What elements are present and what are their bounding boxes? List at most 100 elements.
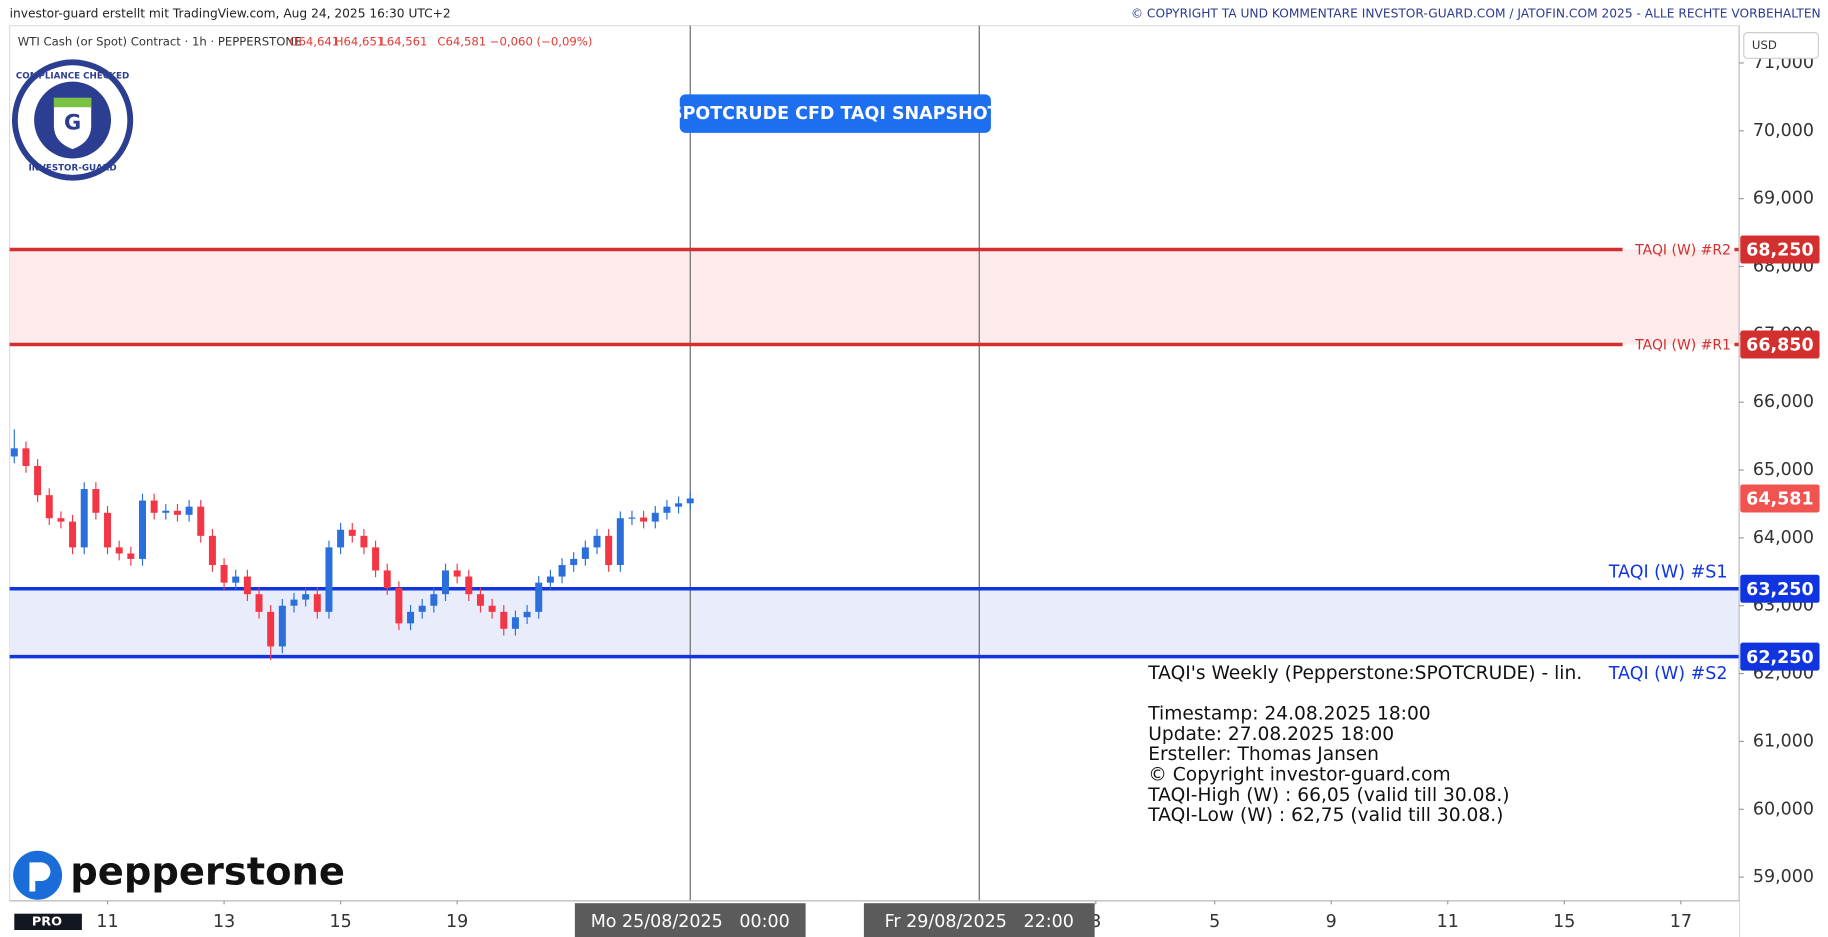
level-price: 68,250 <box>1746 241 1813 261</box>
currency-box <box>1743 32 1819 59</box>
candle-body <box>418 605 426 612</box>
legend-open: O64,641 <box>289 34 339 48</box>
candle-body <box>383 570 391 589</box>
candle-body <box>150 500 158 513</box>
y-tick-label: 69,000 <box>1753 189 1814 209</box>
annotation-text: SPOTCRUDE CFD TAQI SNAPSHOT <box>670 104 1000 124</box>
candle-body <box>243 576 251 595</box>
candle-body <box>500 611 508 629</box>
candle-body <box>628 517 636 519</box>
candle-body <box>640 517 648 522</box>
info-line: TAQI-High (W) : 66,05 (valid till 30.08.… <box>1147 785 1509 806</box>
y-tick-label: 65,000 <box>1753 460 1814 480</box>
badge-letter: G <box>64 111 81 135</box>
info-line: TAQI's Weekly (Pepperstone:SPOTCRUDE) - … <box>1147 663 1582 684</box>
level-name: TAQI (W) #R2 <box>1634 243 1731 259</box>
legend-low: L64,561 <box>380 34 427 48</box>
badge-top: COMPLIANCE CHECKED <box>16 71 129 81</box>
candle-body <box>10 448 18 457</box>
y-tick-label: 70,000 <box>1753 121 1814 141</box>
candle-body <box>686 498 694 504</box>
candle-body <box>535 582 543 612</box>
badge-shield <box>53 97 92 150</box>
candle-body <box>593 535 601 548</box>
candle-body <box>115 547 123 554</box>
info-line: © Copyright investor-guard.com <box>1148 765 1450 786</box>
level-price: 66,850 <box>1746 336 1813 356</box>
annotation: SPOTCRUDE CFD TAQI SNAPSHOT <box>670 94 1000 133</box>
candle-body <box>523 611 531 618</box>
candle-body <box>185 506 193 515</box>
candle-body <box>325 547 333 612</box>
candle-body <box>127 553 135 559</box>
level-name: TAQI (W) #S2 <box>1608 664 1728 684</box>
candle-body <box>57 518 65 522</box>
y-tick-label: 60,000 <box>1753 799 1814 819</box>
info-line: Timestamp: 24.08.2025 18:00 <box>1147 704 1430 725</box>
legend: WTI Cash (or Spot) Contract · 1h · PEPPE… <box>18 34 593 48</box>
x-tick-label: 19 <box>446 912 468 932</box>
level-name: TAQI (W) #R1 <box>1634 338 1731 354</box>
candle-body <box>348 529 356 536</box>
candle-body <box>255 594 263 612</box>
badge-shield-top <box>53 97 92 108</box>
chart-layer: TAQI (W) #R2 TAQI (W) #R1 TAQI (W) #S1 TAQI… <box>9 25 1740 901</box>
badge: G COMPLIANCE CHECKED INVESTOR-GUARD <box>11 59 134 181</box>
axes: PRO 59,00060,00061,00062,00063,00064,000… <box>0 25 1828 937</box>
x-tick-label: 17 <box>1670 912 1692 932</box>
candle-body <box>220 565 228 583</box>
candle-body <box>546 576 554 583</box>
x-tick-label: 3 <box>1090 912 1101 932</box>
y-tick-label: 59,000 <box>1753 867 1814 887</box>
candle-body <box>232 576 240 583</box>
info-line: Ersteller: Thomas Jansen <box>1148 744 1379 765</box>
candle-body <box>430 594 438 606</box>
candle-body <box>616 518 624 566</box>
logo-text: pepperstone <box>70 850 345 895</box>
candle-body <box>173 510 181 515</box>
annotation-box <box>679 94 991 133</box>
level-name: TAQI (W) #S1 <box>1608 562 1728 582</box>
x-tick-label: 15 <box>329 912 351 932</box>
x-tick-label: 5 <box>1209 912 1220 932</box>
x-tick-label: 13 <box>213 912 235 932</box>
candle-body <box>442 570 449 595</box>
legend-change: −0,060 (−0,09%) <box>490 34 593 48</box>
candle-body <box>488 605 496 612</box>
last-price: 64,581 <box>1746 490 1813 510</box>
candle-body <box>22 448 30 466</box>
level-price-box <box>1740 330 1820 359</box>
y-tick-label: 61,000 <box>1753 731 1814 751</box>
pepperstone-logo: pepperstone <box>13 850 345 900</box>
marker-label: Mo 25/08/2025 00:00 <box>591 912 790 932</box>
last-price-box <box>1740 484 1820 513</box>
legend-close: C64,581 <box>437 34 486 48</box>
tv-logo: PRO <box>32 914 62 929</box>
info-line: Update: 27.08.2025 18:00 <box>1148 724 1394 745</box>
x-tick-label: 11 <box>1437 912 1459 932</box>
candle-body <box>511 617 519 629</box>
candle-body <box>197 506 205 536</box>
level-price-box <box>1740 235 1820 264</box>
candle-body <box>278 605 286 647</box>
candle-body <box>162 510 170 513</box>
candle-body <box>395 588 403 624</box>
marker-label: Fr 29/08/2025 22:00 <box>885 912 1074 932</box>
candle-body <box>360 535 368 548</box>
candle-body <box>453 570 461 577</box>
candle-body <box>267 611 275 647</box>
candle-body <box>290 599 298 606</box>
plot-area <box>9 25 1740 902</box>
level-price: 62,250 <box>1746 648 1813 668</box>
legend-symbol: WTI Cash (or Spot) Contract · 1h · PEPPE… <box>18 34 302 48</box>
candle-body <box>372 547 380 571</box>
candle-body <box>104 512 112 548</box>
y-tick-label: 64,000 <box>1753 528 1814 548</box>
candle-body <box>476 594 484 606</box>
logo-p <box>29 862 51 892</box>
candle-body <box>302 594 310 600</box>
candle-body <box>651 512 659 522</box>
candle-body <box>45 495 53 519</box>
